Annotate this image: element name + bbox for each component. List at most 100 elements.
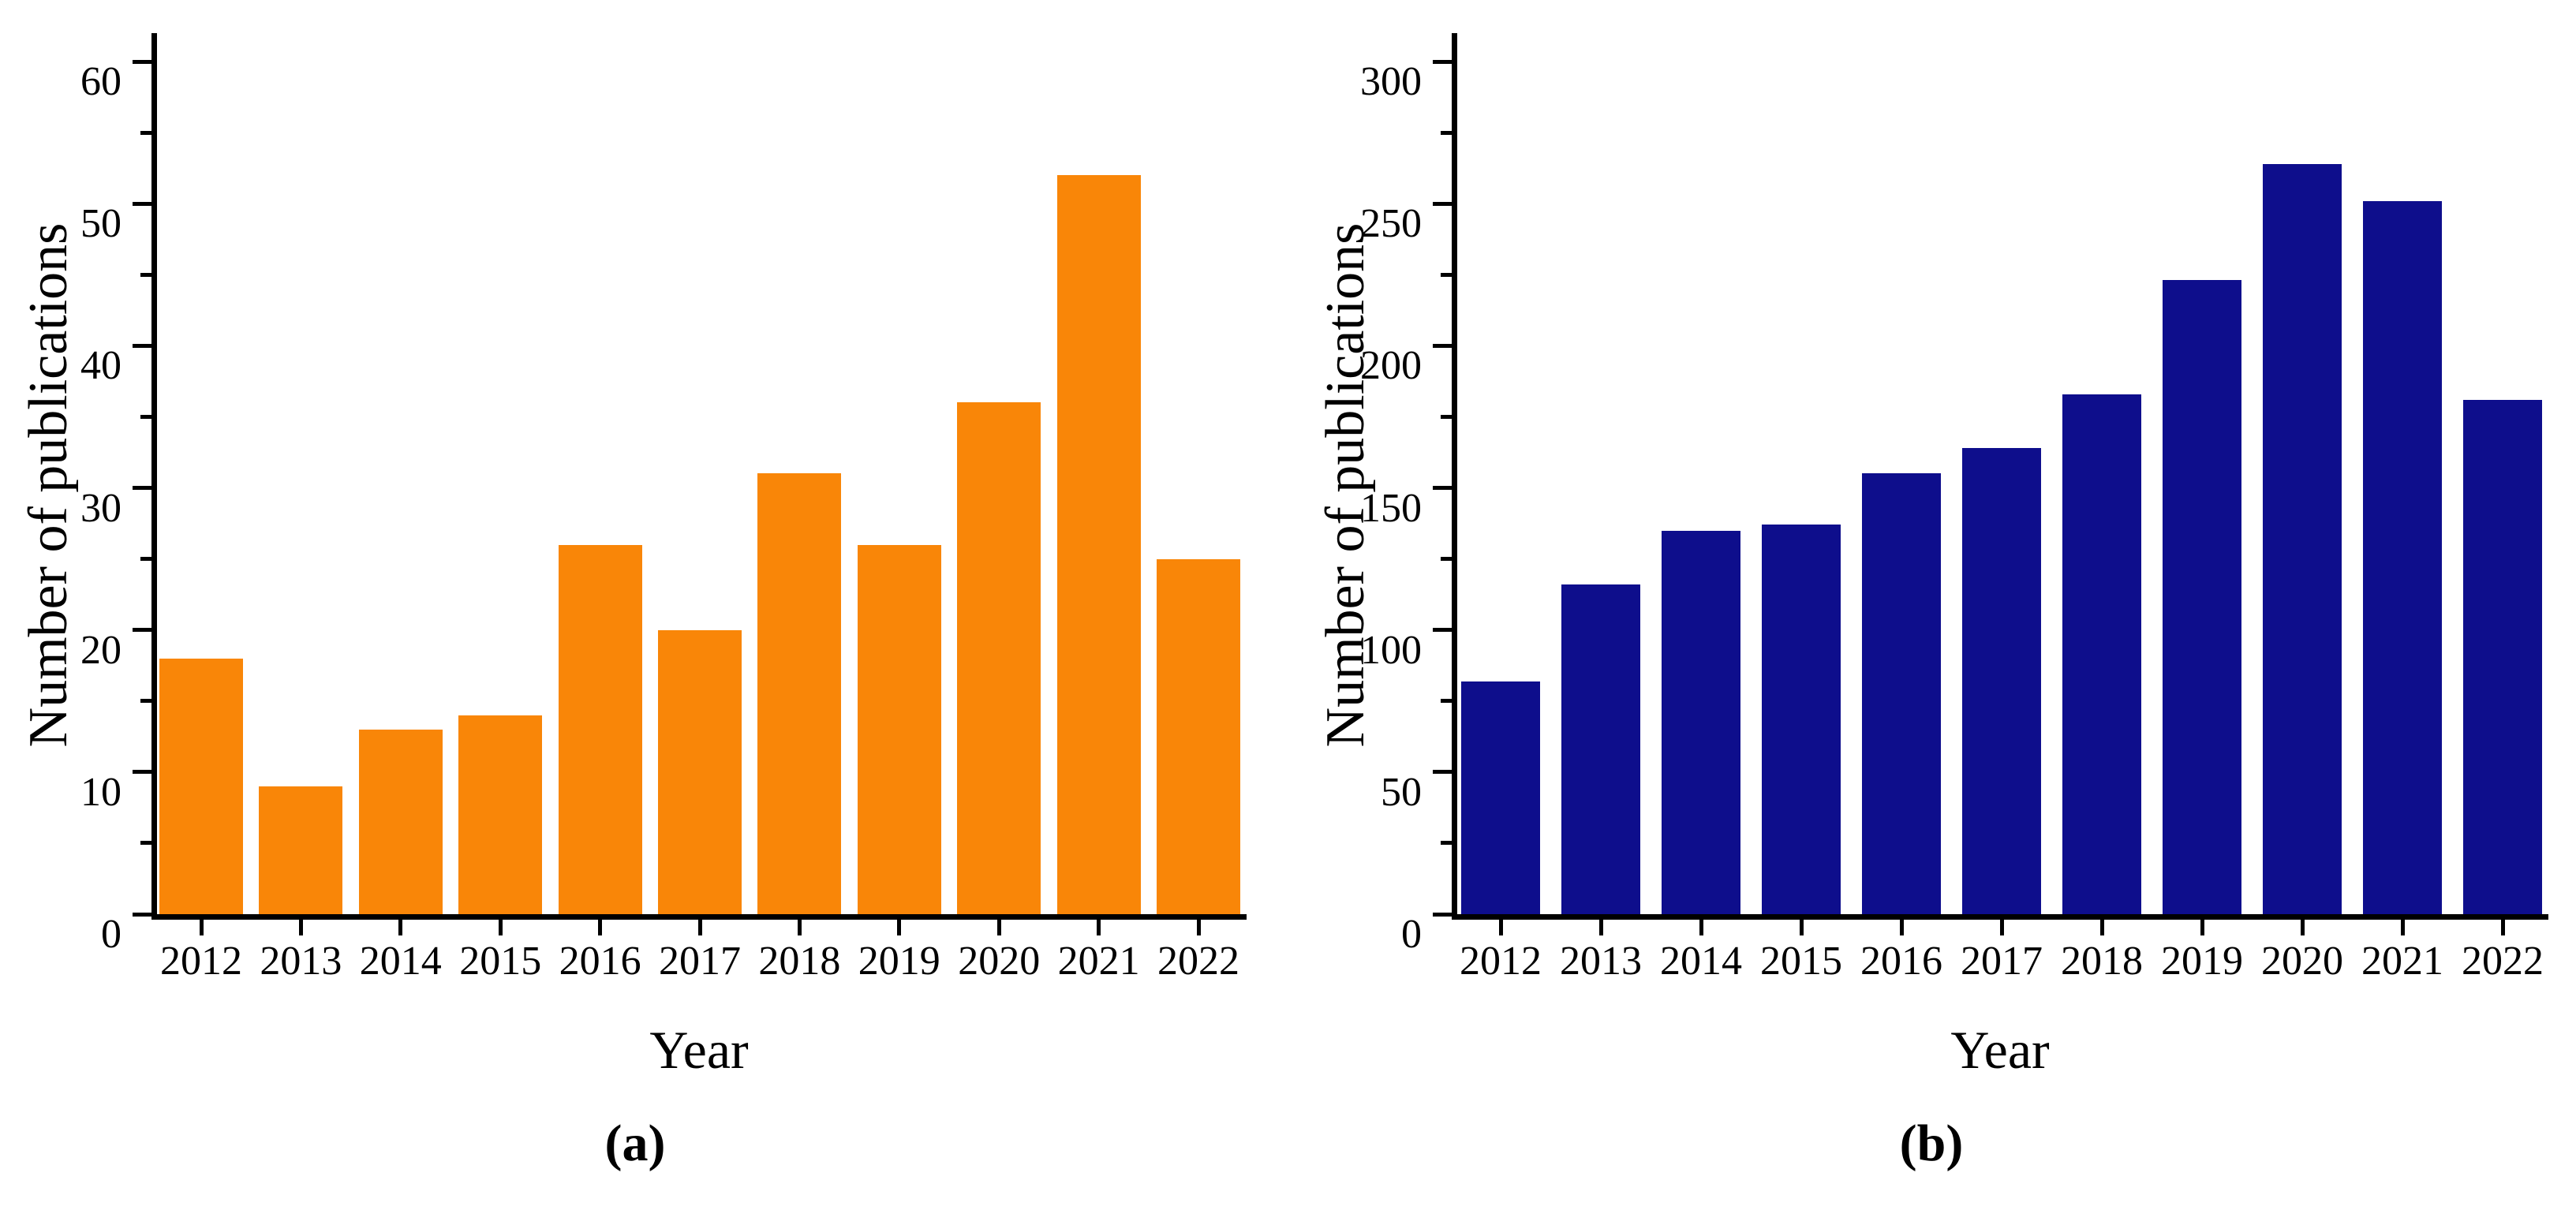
y-minor-tick <box>140 841 151 846</box>
x-tick-label: 2018 <box>2061 939 2143 984</box>
x-tick <box>199 920 204 935</box>
x-tick-label: 2013 <box>1560 939 1642 984</box>
y-tick-label: 10 <box>80 769 122 815</box>
x-tick <box>797 920 802 935</box>
x-tick <box>498 920 503 935</box>
x-tick <box>398 920 403 935</box>
x-axis-title-a: Year <box>649 1020 749 1080</box>
x-tick <box>2300 920 2305 935</box>
y-tick <box>1433 770 1452 775</box>
panel-label-b: (b) <box>1899 1115 1964 1172</box>
bar-2012 <box>159 658 243 914</box>
x-tick <box>1699 920 1703 935</box>
x-tick <box>1999 920 2004 935</box>
y-tick <box>133 343 151 348</box>
x-tick <box>1598 920 1603 935</box>
x-tick <box>1899 920 1904 935</box>
bar-2013 <box>259 786 343 914</box>
x-axis-title-b: Year <box>1950 1020 2050 1080</box>
bar-2018 <box>2062 394 2141 914</box>
y-tick-label: 200 <box>1360 343 1422 389</box>
y-tick-label: 150 <box>1360 485 1422 531</box>
y-minor-tick <box>1441 557 1452 562</box>
y-tick-label: 50 <box>1381 769 1422 815</box>
y-tick-label: 100 <box>1360 627 1422 673</box>
bar-2022 <box>1157 558 1240 914</box>
bar-2015 <box>1762 525 1841 914</box>
y-tick <box>1433 201 1452 206</box>
y-tick <box>133 770 151 775</box>
bar-2016 <box>558 544 642 914</box>
y-minor-tick <box>1441 272 1452 277</box>
y-tick <box>1433 628 1452 633</box>
y-tick-label: 250 <box>1360 201 1422 247</box>
y-tick <box>133 59 151 64</box>
x-tick-label: 2016 <box>559 939 641 984</box>
x-tick-label: 2021 <box>2361 939 2443 984</box>
x-tick-label: 2017 <box>659 939 741 984</box>
x-tick-label: 2015 <box>1760 939 1842 984</box>
y-tick-label: 300 <box>1360 59 1422 104</box>
y-tick <box>133 486 151 490</box>
x-tick-label: 2020 <box>2261 939 2343 984</box>
x-tick-label: 2022 <box>2462 939 2544 984</box>
x-tick-label: 2018 <box>758 939 841 984</box>
x-tick-label: 2016 <box>1860 939 1942 984</box>
bar-2014 <box>358 729 443 914</box>
y-minor-tick <box>140 130 151 135</box>
x-tick-label: 2014 <box>359 939 442 984</box>
y-tick <box>133 201 151 206</box>
x-tick <box>1799 920 1804 935</box>
bar-2019 <box>2163 280 2241 914</box>
y-tick-label: 0 <box>101 912 122 957</box>
panel-label-a: (a) <box>604 1115 666 1172</box>
y-tick-label: 0 <box>1401 912 1422 957</box>
y-minor-tick <box>1441 841 1452 846</box>
y-tick <box>1433 912 1452 917</box>
x-tick-label: 2021 <box>1057 939 1140 984</box>
bar-2012 <box>1461 681 1540 914</box>
x-tick <box>1498 920 1503 935</box>
bar-2015 <box>458 715 543 914</box>
bar-2019 <box>857 544 941 914</box>
y-minor-tick <box>140 414 151 419</box>
bar-2017 <box>1962 448 2041 914</box>
bar-2020 <box>957 402 1041 914</box>
x-tick-label: 2019 <box>858 939 940 984</box>
y-tick <box>1433 486 1452 490</box>
plot-area-b: 0 50 100 150 200 250 300 2012 2013 2014 2015 2016 2… <box>1360 33 2548 984</box>
x-tick-label: 2022 <box>1157 939 1239 984</box>
bar-2022 <box>2463 399 2542 914</box>
y-tick-label: 30 <box>80 485 122 531</box>
y-minor-tick <box>1441 130 1452 135</box>
bar-2016 <box>1862 473 1941 914</box>
x-tick <box>1196 920 1201 935</box>
y-minor-tick <box>140 272 151 277</box>
x-tick <box>2500 920 2505 935</box>
bar-2018 <box>757 473 842 914</box>
plot-area-a: 0 10 20 30 40 50 60 2012 2013 2014 2015 2016 2017 20… <box>80 33 1247 984</box>
x-tick-label: 2012 <box>1460 939 1542 984</box>
x-tick <box>2099 920 2104 935</box>
x-tick <box>697 920 702 935</box>
x-tick <box>298 920 303 935</box>
bar-2017 <box>658 629 742 914</box>
x-tick-label: 2020 <box>958 939 1041 984</box>
x-tick-label: 2013 <box>260 939 342 984</box>
bar-2014 <box>1662 530 1740 914</box>
x-tick <box>1097 920 1101 935</box>
x-tick-label: 2017 <box>1961 939 2043 984</box>
y-minor-tick <box>140 699 151 704</box>
y-tick <box>133 912 151 917</box>
bar-2021 <box>2363 200 2442 914</box>
y-tick <box>1433 343 1452 348</box>
y-tick <box>133 628 151 633</box>
x-tick-label: 2019 <box>2161 939 2243 984</box>
x-tick <box>897 920 902 935</box>
bar-2021 <box>1056 175 1141 914</box>
y-tick <box>1433 59 1452 64</box>
x-tick-label: 2012 <box>160 939 242 984</box>
x-tick <box>2400 920 2405 935</box>
y-minor-tick <box>1441 699 1452 704</box>
x-tick-label: 2015 <box>459 939 542 984</box>
